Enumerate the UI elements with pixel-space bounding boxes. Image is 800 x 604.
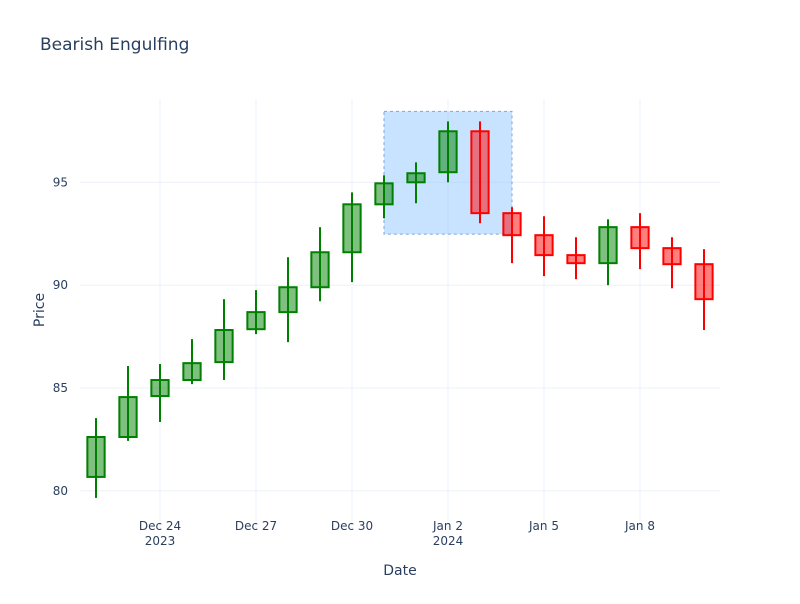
x-tick-line: Jan 5 <box>528 519 559 533</box>
x-tick-label: Jan 2 2024 <box>432 519 463 548</box>
x-tick-line: Jan 8 <box>624 519 655 533</box>
x-tick-label: Dec 27 <box>235 519 277 533</box>
candle-body <box>86 436 106 478</box>
x-tick-line: Dec 24 <box>139 519 181 533</box>
candle-body <box>118 396 138 439</box>
candle-body <box>406 172 426 184</box>
chart-title: Bearish Engulfing <box>40 35 189 55</box>
candle-body <box>662 247 682 266</box>
x-tick-line: Dec 27 <box>235 519 277 533</box>
candle-body <box>598 226 618 265</box>
x-tick-line: Jan 2 <box>432 519 463 533</box>
candle-body <box>566 254 586 265</box>
y-tick-label: 80 <box>53 484 68 498</box>
candle-body <box>502 212 522 237</box>
candle-body <box>214 329 234 364</box>
candle-body <box>342 203 362 254</box>
candle-body <box>310 251 330 289</box>
candle-body <box>278 286 298 314</box>
x-tick-label: Jan 8 <box>624 519 655 533</box>
x-tick-line: Dec 30 <box>331 519 373 533</box>
candle-body <box>534 234 554 257</box>
candle-body <box>150 379 170 398</box>
candle-body <box>246 311 266 331</box>
candle-body <box>694 263 714 301</box>
candle-body <box>374 182 394 206</box>
x-tick-label: Dec 30 <box>331 519 373 533</box>
x-axis-title: Date <box>383 563 416 579</box>
y-axis-title: Price <box>32 293 48 327</box>
y-tick-label: 85 <box>53 381 68 395</box>
candle-body <box>182 362 202 382</box>
candle-body <box>438 130 458 174</box>
y-tick-label: 90 <box>53 278 68 292</box>
y-tick-label: 95 <box>53 175 68 189</box>
candle-body <box>630 226 650 250</box>
x-tick-label: Jan 5 <box>528 519 559 533</box>
x-tick-line: 2024 <box>433 534 464 548</box>
x-tick-label: Dec 24 2023 <box>139 519 181 548</box>
candle-body <box>470 130 490 215</box>
x-tick-line: 2023 <box>145 534 176 548</box>
